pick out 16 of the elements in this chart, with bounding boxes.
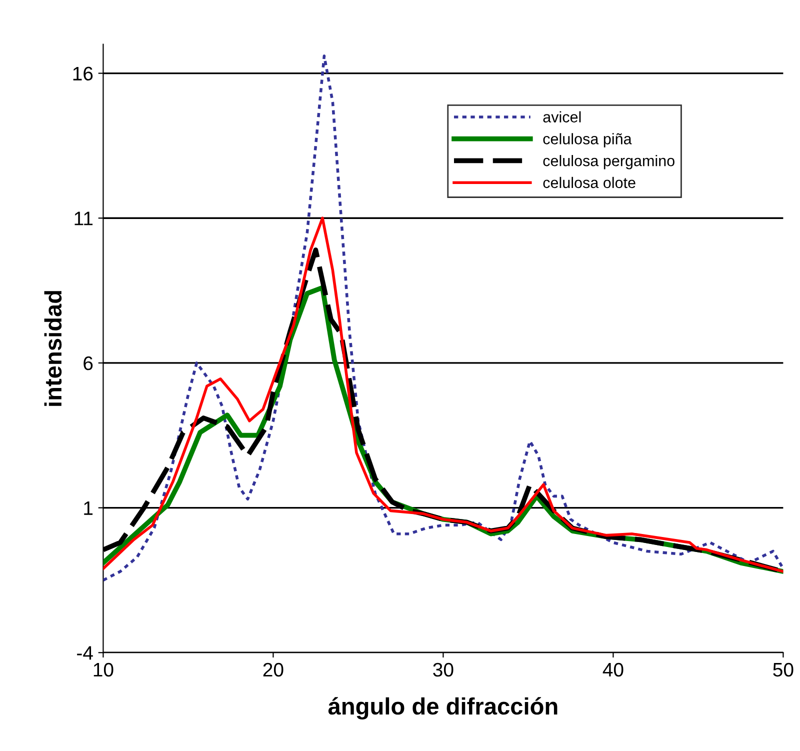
x-tick-label: 20 bbox=[263, 662, 284, 677]
legend-label: avicel bbox=[543, 111, 581, 122]
x-tick-label: 40 bbox=[602, 662, 624, 677]
y-tick-label: 11 bbox=[74, 212, 93, 226]
y-tick-label: 1 bbox=[84, 501, 93, 515]
legend-label: celulosa piña bbox=[543, 133, 632, 148]
x-tick-label: 30 bbox=[433, 662, 454, 677]
y-axis-title: intensidad bbox=[44, 290, 62, 406]
y-tick-label: 6 bbox=[84, 356, 93, 370]
x-tick-label: 50 bbox=[773, 662, 794, 677]
legend-label: celulosa olote bbox=[543, 176, 636, 188]
x-tick-label: 10 bbox=[94, 662, 114, 677]
x-axis-title: ángulo de difracción bbox=[328, 697, 558, 720]
legend-label: celulosa pergamino bbox=[543, 155, 674, 170]
y-tick-label: 16 bbox=[73, 66, 93, 81]
y-tick-label: -4 bbox=[77, 646, 93, 660]
